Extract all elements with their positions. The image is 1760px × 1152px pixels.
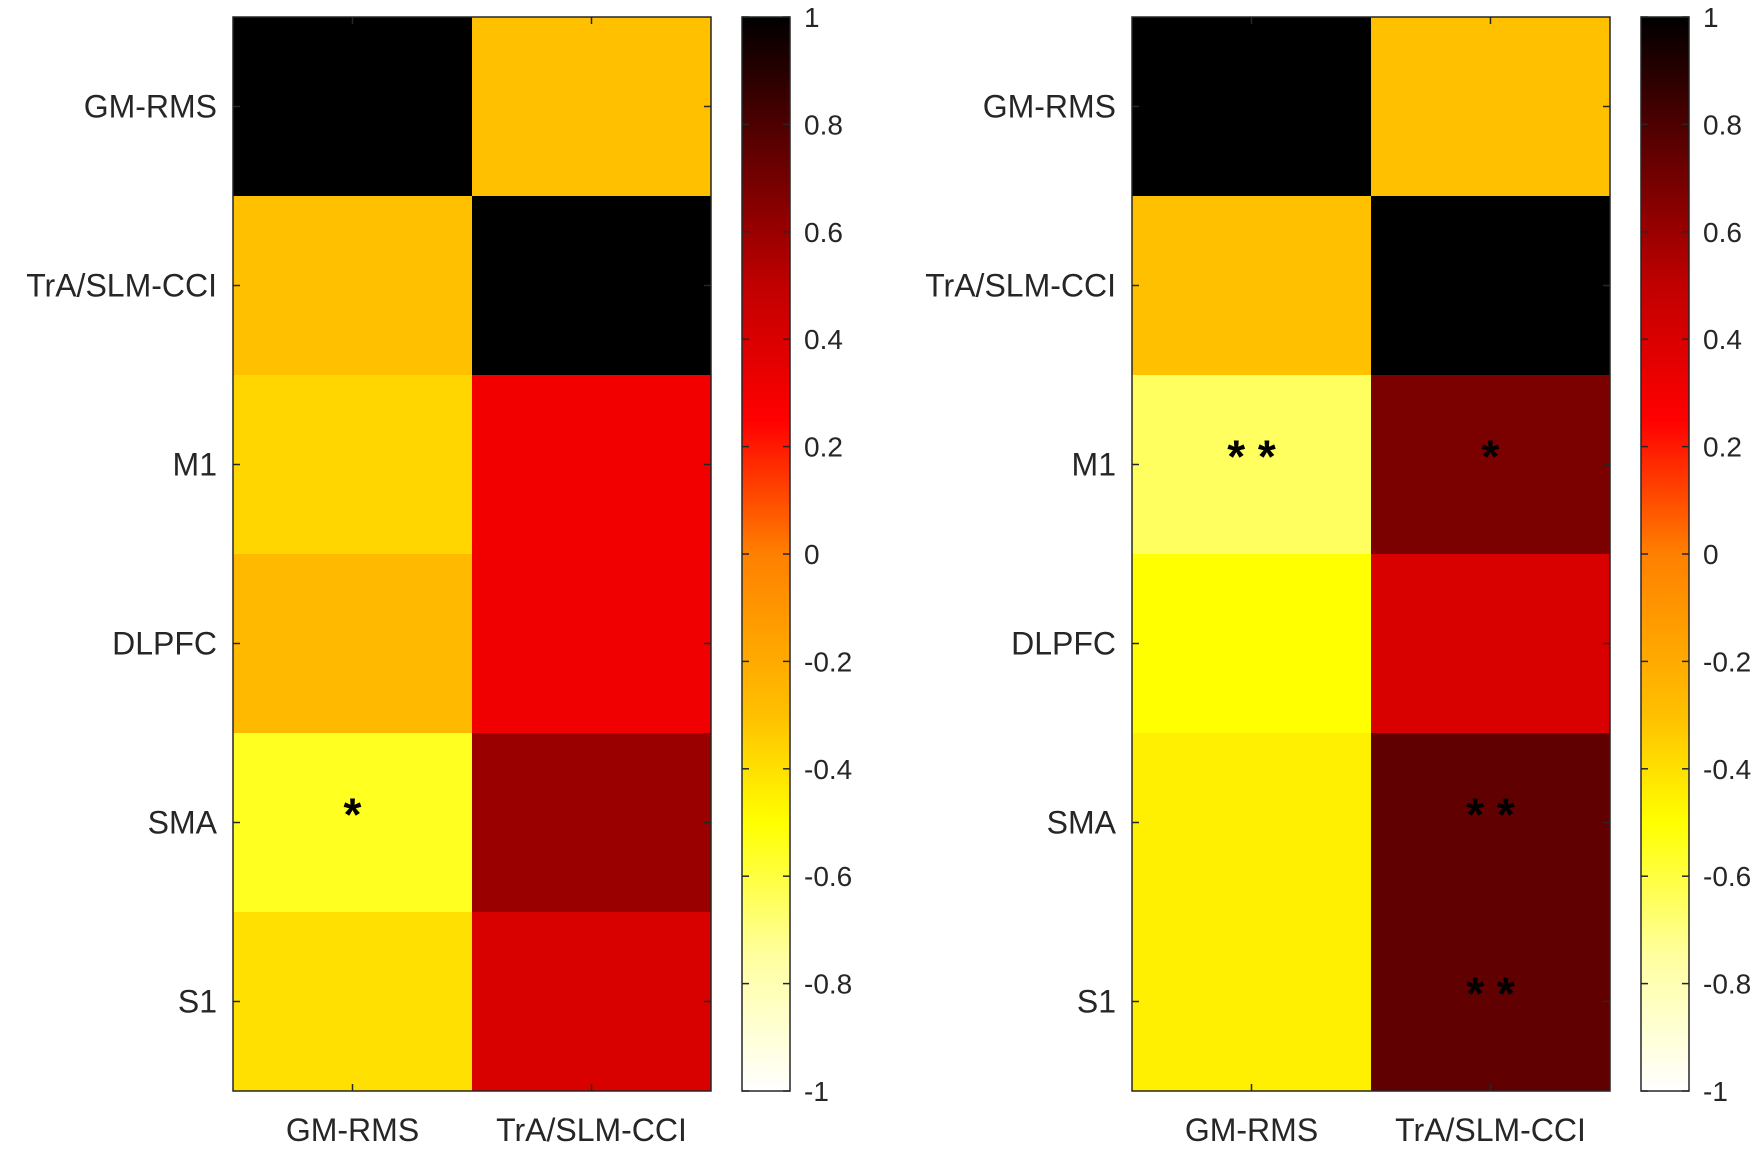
axes-frame (1131, 16, 1611, 1092)
colorbar-tick-label: -1 (1703, 1076, 1728, 1107)
colorbar-tick-label: 1 (804, 2, 820, 33)
heatmap-panel-right: * * * * * * * GM-RMS TrA/SLM-CCI M1 DLPFC SMA S1 G… (925, 2, 1751, 1148)
colorbar-tick-label: 0.6 (1703, 217, 1742, 248)
heatmap-cell (233, 912, 473, 1092)
y-tick-label: S1 (178, 984, 217, 1020)
heatmap-cell (472, 196, 712, 376)
y-tick-label: DLPFC (1011, 626, 1116, 662)
x-tick-label: TrA/SLM-CCI (1395, 1112, 1586, 1148)
y-tick-label: GM-RMS (84, 89, 217, 125)
y-tick-label: TrA/SLM-CCI (925, 268, 1116, 304)
y-tick-label: TrA/SLM-CCI (26, 268, 217, 304)
colorbar-tick-label: -1 (804, 1076, 829, 1107)
heatmap-panel-left: * GM-RMS TrA/SLM-CCI M1 DLPFC SMA S1 GM-RMS TrA/… (26, 2, 852, 1148)
heatmap-cell (233, 733, 473, 913)
x-tick-label: GM-RMS (286, 1112, 419, 1148)
y-tick-label: DLPFC (112, 626, 217, 662)
heatmap-cell (1371, 375, 1611, 555)
colorbar-tick-label: 0.2 (804, 432, 843, 463)
colorbar-tick-label: -0.4 (804, 754, 852, 785)
colorbar-tick-label: -0.8 (804, 969, 852, 1000)
heatmap-cell (472, 375, 712, 555)
colorbar-tick-label: -0.2 (1703, 646, 1751, 677)
heatmap-cell (233, 196, 473, 376)
y-tick-label: S1 (1077, 984, 1116, 1020)
significance-marker: * (1482, 431, 1500, 483)
heatmap-cell (1371, 196, 1611, 376)
colorbar-tick-label: -0.8 (1703, 969, 1751, 1000)
heatmap-cell (233, 375, 473, 555)
x-tick-label: GM-RMS (1185, 1112, 1318, 1148)
heatmap-cell (1132, 196, 1372, 376)
heatmap-cell (1132, 912, 1372, 1092)
x-tick-label: TrA/SLM-CCI (496, 1112, 687, 1148)
colorbar: 1 0.8 0.6 0.4 0.2 0 -0.2 -0.4 -0.6 -0.8 -1 (741, 2, 852, 1107)
colorbar-tick-label: -0.2 (804, 646, 852, 677)
heatmap-cell (233, 554, 473, 734)
colorbar-tick-label: 0.8 (1703, 109, 1742, 140)
heatmap-cell (1371, 912, 1611, 1092)
heatmap-cell (1371, 733, 1611, 913)
colorbar-tick-label: 0 (804, 539, 820, 570)
heatmap-cell (472, 733, 712, 913)
colorbar-tick-label: -0.4 (1703, 754, 1751, 785)
heatmap-cell (472, 17, 712, 197)
heatmap-cell (1371, 17, 1611, 197)
significance-marker: * * (1466, 789, 1515, 841)
heatmap-cell (1371, 554, 1611, 734)
heatmap-cell (1132, 733, 1372, 913)
heatmap-cell (472, 912, 712, 1092)
colorbar-tick-label: -0.6 (804, 861, 852, 892)
colorbar-tick-label: 0.8 (804, 109, 843, 140)
y-tick-label: M1 (1072, 447, 1116, 483)
heatmap-cell (1132, 375, 1372, 555)
colorbar-tick-label: 0.6 (804, 217, 843, 248)
colorbar-gradient (1641, 17, 1689, 1091)
colorbar: 1 0.8 0.6 0.4 0.2 0 -0.2 -0.4 -0.6 -0.8 -1 (1640, 2, 1751, 1107)
heatmap-cell (1132, 17, 1372, 197)
y-tick-label: GM-RMS (983, 89, 1116, 125)
y-tick-label: M1 (173, 447, 217, 483)
colorbar-tick-label: 0.4 (1703, 324, 1742, 355)
heatmap-cell (1132, 554, 1372, 734)
colorbar-tick-label: 0.4 (804, 324, 843, 355)
y-tick-label: SMA (1047, 805, 1117, 841)
axes-frame (232, 16, 712, 1092)
colorbar-tick-label: -0.6 (1703, 861, 1751, 892)
colorbar-tick-label: 0 (1703, 539, 1719, 570)
significance-marker: * * (1227, 431, 1276, 483)
colorbar-tick-label: 0.2 (1703, 432, 1742, 463)
y-tick-label: SMA (148, 805, 218, 841)
significance-marker: * (344, 789, 362, 841)
heatmap-cell (233, 17, 473, 197)
significance-marker: * * (1466, 968, 1515, 1020)
colorbar-tick-label: 1 (1703, 2, 1719, 33)
colorbar-gradient (742, 17, 790, 1091)
heatmap-cell (472, 554, 712, 734)
